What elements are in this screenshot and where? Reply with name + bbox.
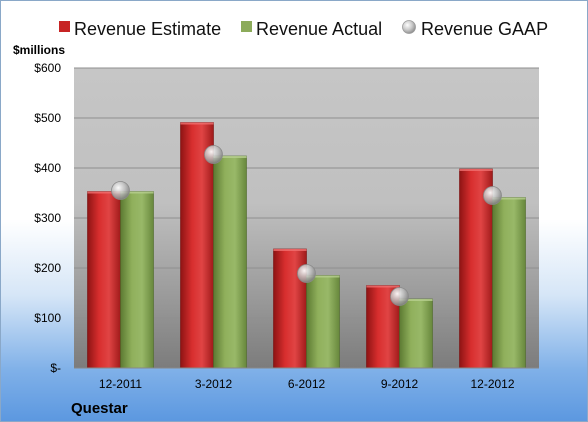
y-axis-ticks: $- $100 $200 $300 $400 $500 $600 <box>34 61 61 375</box>
bar-revenue-estimate-top <box>459 169 493 171</box>
marker-revenue-gaap <box>297 264 316 283</box>
marker-revenue-gaap <box>390 287 409 306</box>
legend-label-revenue-actual: Revenue Actual <box>256 19 382 39</box>
bar-revenue-actual-top <box>213 156 247 158</box>
x-tick-label: 3-2012 <box>195 377 233 391</box>
bar-revenue-actual <box>492 197 526 369</box>
bar-revenue-estimate <box>87 191 121 369</box>
bar-revenue-actual-top <box>399 299 433 301</box>
gaap-markers <box>111 145 502 306</box>
bar-revenue-actual-top <box>492 197 526 200</box>
bar-revenue-actual <box>399 298 433 369</box>
marker-revenue-gaap <box>111 181 130 200</box>
y-tick-label: $400 <box>34 161 61 175</box>
y-tick-label: $500 <box>34 111 61 125</box>
legend-swatch-revenue-estimate <box>59 21 70 32</box>
legend-swatch-revenue-actual <box>241 21 252 32</box>
legend-label-revenue-gaap: Revenue GAAP <box>421 19 548 39</box>
legend: Revenue Estimate Revenue Actual Revenue … <box>59 19 548 39</box>
bar-revenue-estimate-top <box>87 191 121 194</box>
x-tick-label: 12-2011 <box>99 377 142 391</box>
y-tick-label: $100 <box>34 311 61 325</box>
x-tick-label: 9-2012 <box>381 377 419 391</box>
unit-label: $millions <box>13 43 65 57</box>
bar-revenue-estimate-top <box>366 285 400 288</box>
y-tick-label: $300 <box>34 211 61 225</box>
y-tick-label: $600 <box>34 61 61 75</box>
x-axis-ticks: 12-2011 3-2012 6-2012 9-2012 12-2012 <box>99 377 515 391</box>
legend-label-revenue-estimate: Revenue Estimate <box>74 19 221 39</box>
bar-revenue-actual-top <box>306 275 340 278</box>
bar-revenue-actual <box>120 191 154 369</box>
x-tick-label: 12-2012 <box>470 377 514 391</box>
bar-revenue-actual <box>306 275 340 369</box>
y-tick-label: $200 <box>34 261 61 275</box>
y-tick-label: $- <box>50 361 61 375</box>
bar-revenue-actual <box>213 155 247 369</box>
bar-revenue-estimate-top <box>180 122 214 125</box>
bars <box>87 122 526 369</box>
bar-revenue-actual-top <box>120 191 154 194</box>
x-tick-label: 6-2012 <box>288 377 326 391</box>
marker-revenue-gaap <box>204 145 223 164</box>
marker-revenue-gaap <box>483 186 502 205</box>
legend-marker-revenue-gaap <box>402 20 416 34</box>
company-label: Questar <box>71 400 128 417</box>
bar-revenue-estimate-top <box>273 249 307 251</box>
